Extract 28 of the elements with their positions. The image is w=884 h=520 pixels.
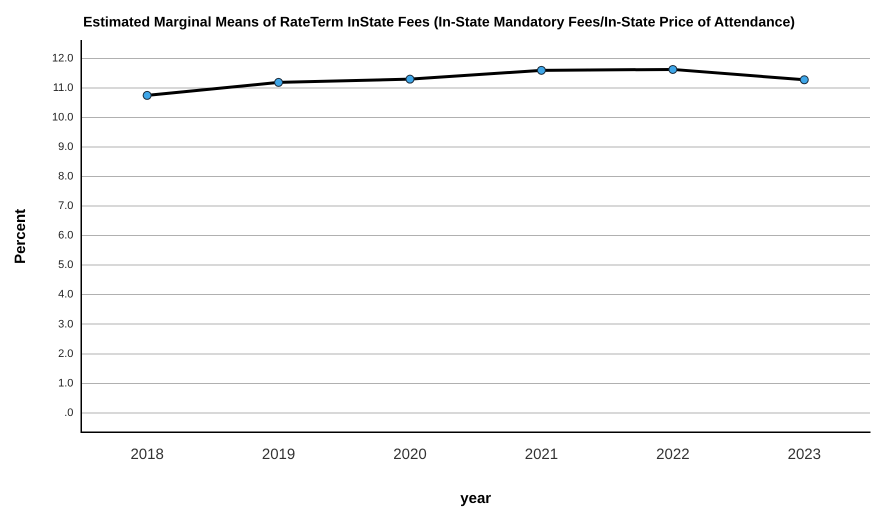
y-tick-label: 5.0 xyxy=(58,259,74,272)
x-tick-label: 2018 xyxy=(130,446,164,464)
y-tick-label: 3.0 xyxy=(58,318,74,330)
y-axis-title: Percent xyxy=(12,208,30,264)
x-tick-label: 2022 xyxy=(656,446,690,464)
y-tick-label: 1.0 xyxy=(58,377,74,390)
point xyxy=(405,74,414,84)
point xyxy=(800,75,809,84)
y-tick-label: 10.0 xyxy=(52,112,74,124)
point xyxy=(536,66,546,75)
point xyxy=(274,78,284,87)
y-tick-label: 11.0 xyxy=(52,82,74,94)
x-tick-label: 2020 xyxy=(393,446,427,464)
y-tick-label: 2.0 xyxy=(58,348,74,360)
x-tick-label: 2021 xyxy=(524,446,558,464)
y-tick-label: 4.0 xyxy=(58,288,74,301)
y-tick-label: .0 xyxy=(64,406,74,419)
point xyxy=(142,90,152,100)
y-tick-label: 6.0 xyxy=(58,230,74,242)
x-tick-label: 2019 xyxy=(262,446,296,464)
y-tick-label: 12.0 xyxy=(52,52,74,65)
y-tick-label: 8.0 xyxy=(58,170,74,183)
x-tick-label: 2023 xyxy=(788,446,821,464)
point xyxy=(668,64,678,74)
y-tick-label: 9.0 xyxy=(58,141,74,154)
x-axis-title: year xyxy=(460,490,492,508)
y-tick-label: 7.0 xyxy=(58,200,74,212)
chart-title: Estimated Marginal Means of RateTerm InState Fees (In-State Mandatory Fees/In-State Price of Attendance) xyxy=(83,13,795,30)
